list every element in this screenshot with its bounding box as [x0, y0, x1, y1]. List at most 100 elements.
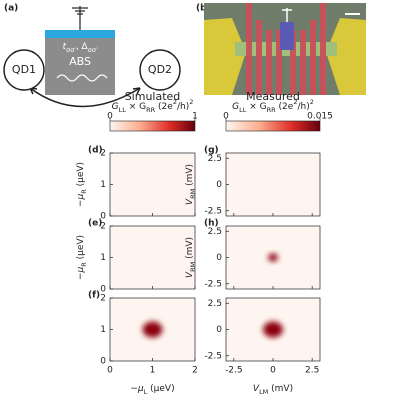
heatmap-bg — [110, 226, 195, 289]
column-title: Simulated — [125, 90, 181, 103]
text-part: (mV) — [268, 384, 293, 394]
panel-label: (e) — [88, 219, 102, 229]
heatmap — [226, 226, 320, 289]
text-part: (μeV) — [76, 235, 86, 262]
text-part: × G — [246, 102, 266, 112]
y-tick-label: 2 — [100, 149, 106, 159]
text-part: −μ — [130, 384, 144, 394]
feature-center — [268, 253, 278, 262]
heatmap — [226, 153, 320, 216]
text-part: R — [80, 262, 88, 267]
colorbar-label: GLL × GRR (2e2/h)2 — [232, 98, 314, 114]
text-part: RR — [146, 106, 156, 114]
y-tick-label: 1 — [100, 325, 106, 335]
text-part: V — [185, 198, 195, 205]
heatmap — [226, 298, 320, 361]
y-tick-label: 2 — [100, 222, 106, 232]
text-part: (2e — [276, 102, 294, 112]
text-part: L — [144, 388, 148, 396]
abs-label: ABS — [69, 55, 91, 68]
y-tick-label: 2.5 — [208, 299, 222, 309]
colorbar-tick-label: 0.015 — [307, 112, 333, 122]
column-title: Measured — [246, 90, 300, 103]
text-part: G — [112, 102, 119, 112]
text-part: 2 — [189, 98, 193, 106]
x-tick-label: 2.5 — [305, 366, 319, 376]
feature — [159, 186, 192, 210]
text-part: /h) — [177, 102, 189, 112]
text-part: × G — [126, 102, 146, 112]
x-tick-label: -2.5 — [225, 366, 243, 376]
feature-center — [263, 321, 283, 338]
heatmap — [110, 298, 195, 361]
colorbar — [225, 120, 321, 132]
x-axis-label: −μL (μeV) — [130, 384, 174, 397]
colorbar-tick-label: 1 — [192, 112, 198, 122]
y-axis-label: VRM (mV) — [185, 164, 198, 205]
text-part: RR — [267, 106, 277, 114]
y-tick-label: 2.5 — [208, 227, 222, 237]
y-axis-label: −μR (μeV) — [76, 235, 89, 280]
y-tick-label: -2.5 — [204, 206, 222, 216]
feature — [163, 228, 177, 258]
text-part: LL — [239, 106, 247, 114]
schematic — [3, 6, 181, 108]
x-tick-label: 2 — [192, 366, 198, 376]
panel-label: (f) — [88, 291, 100, 301]
colorbar-tick-label: 0 — [107, 112, 113, 122]
heatmap — [110, 226, 195, 289]
x-tick-label: 0 — [270, 366, 276, 376]
y-axis-label: VRM (mV) — [185, 237, 198, 278]
qd2-label: QD2 — [148, 63, 172, 76]
coupling-label: tσσ′, Δσσ′ — [63, 42, 98, 55]
text-part: LM — [259, 388, 268, 396]
y-tick-label: 0 — [216, 253, 222, 263]
device-image — [204, 3, 366, 95]
text-part: (2e — [155, 102, 173, 112]
qd1-label: QD1 — [12, 63, 36, 76]
feature-center — [142, 321, 163, 338]
y-tick-label: 0 — [100, 212, 106, 222]
text-part: 2 — [310, 98, 314, 106]
y-tick-label: 2.5 — [208, 154, 222, 164]
feature — [247, 258, 264, 288]
y-tick-label: 0 — [100, 357, 106, 367]
y-tick-label: 0 — [100, 285, 106, 295]
text-part: , Δ — [76, 42, 89, 52]
text-part: V — [185, 271, 195, 278]
text-part: (μeV) — [76, 162, 86, 189]
text-part: LL — [119, 106, 127, 114]
feature — [284, 228, 299, 258]
x-tick-label: 0 — [107, 366, 113, 376]
x-axis-label: VLM (mV) — [253, 384, 293, 397]
panel-label: (a) — [4, 4, 18, 14]
panel-label: (g) — [204, 146, 219, 156]
text-part: RM — [189, 189, 197, 199]
text-part: (μeV) — [147, 384, 174, 394]
text-part: −μ — [76, 194, 86, 208]
panel-label: (b) — [196, 4, 211, 14]
colorbar-label: GLL × GRR (2e2/h)2 — [112, 98, 194, 114]
x-tick-label: 1 — [150, 366, 156, 376]
panel-label: (h) — [204, 219, 219, 229]
text-part: σσ′ — [88, 46, 98, 54]
feature — [281, 186, 318, 210]
colorbar — [109, 120, 196, 132]
y-tick-label: 0 — [216, 325, 222, 335]
y-tick-label: 1 — [100, 180, 106, 190]
feature — [113, 159, 146, 183]
feature — [229, 159, 266, 183]
text-part: t — [63, 42, 67, 52]
text-part: (mV) — [185, 164, 195, 189]
text-part: G — [232, 102, 239, 112]
y-tick-label: 1 — [100, 253, 106, 263]
colorbar-tick-label: 0 — [223, 112, 229, 122]
text-part: 2 — [293, 98, 297, 106]
y-tick-label: -2.5 — [204, 351, 222, 361]
panel-label: (d) — [88, 146, 103, 156]
text-part: V — [253, 384, 260, 394]
text-part: /h) — [297, 102, 309, 112]
heatmap — [110, 153, 195, 216]
y-axis-label: −μR (μeV) — [76, 162, 89, 207]
